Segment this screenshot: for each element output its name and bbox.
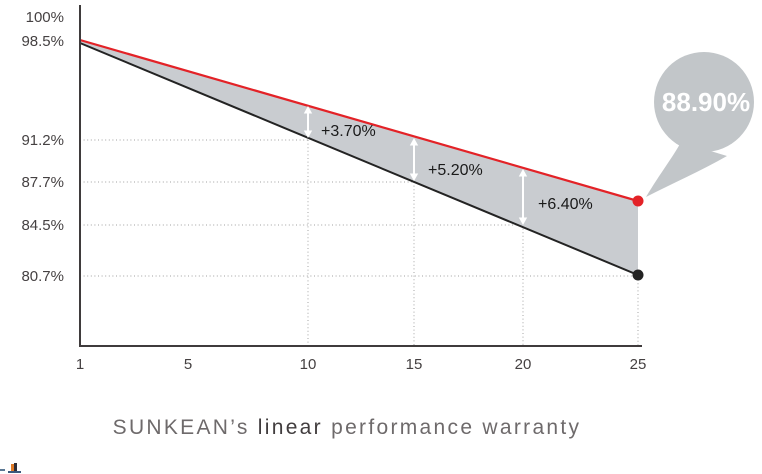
y-tick-label: 84.5% (21, 217, 64, 234)
logo-fragment-orange-mark (11, 464, 14, 471)
y-tick-label: 87.7% (21, 174, 64, 191)
logo-fragment (0, 463, 36, 474)
x-tick-label: 10 (300, 356, 317, 373)
gap-arrowhead-up (303, 106, 313, 114)
y-tick-label: 91.2% (21, 132, 64, 149)
x-tick-label: 25 (630, 356, 647, 373)
x-tick-label: 5 (184, 356, 192, 373)
gap-annotation-label: +5.20% (428, 162, 483, 179)
callout-value-label: 88.90% (662, 87, 750, 117)
standard-warranty-line (79, 42, 639, 276)
chart-title-suffix: performance warranty (322, 416, 582, 439)
callout-tail (646, 142, 727, 197)
callout-bubble (654, 52, 754, 152)
chart-title: SUNKEAN’s linear performance warranty (0, 416, 694, 440)
warranty-chart: +3.70% +5.20% +6.40% 100% 98.5% 91.2% 87.7% 84.… (21, 5, 754, 373)
logo-fragment-bar (0, 469, 5, 471)
x-tick-label: 1 (76, 356, 84, 373)
standard-endpoint-dot (632, 269, 644, 281)
logo-fragment-underline (8, 471, 21, 473)
gap-annotation-label: +6.40% (538, 196, 593, 213)
x-tick-label: 20 (515, 356, 532, 373)
sunkean-warranty-line (79, 38, 639, 203)
chart-title-prefix: SUNKEAN’s (112, 416, 258, 439)
gap-arrowhead-down (303, 130, 313, 138)
gap-arrowhead-down (518, 217, 528, 225)
y-tick-label: 80.7% (21, 268, 64, 285)
gap-annotation-label: +3.70% (321, 123, 376, 140)
chart-title-emphasis: linear (257, 416, 323, 439)
y-tick-label: 98.5% (21, 33, 64, 50)
sunkean-endpoint-dot (632, 195, 644, 207)
gap-arrowhead-up (518, 169, 528, 177)
gap-arrowhead-down (409, 173, 419, 181)
x-tick-label: 15 (406, 356, 423, 373)
gap-arrowhead-up (409, 138, 419, 146)
y-tick-label: 100% (26, 9, 64, 26)
logo-fragment-dark-mark (14, 463, 17, 471)
